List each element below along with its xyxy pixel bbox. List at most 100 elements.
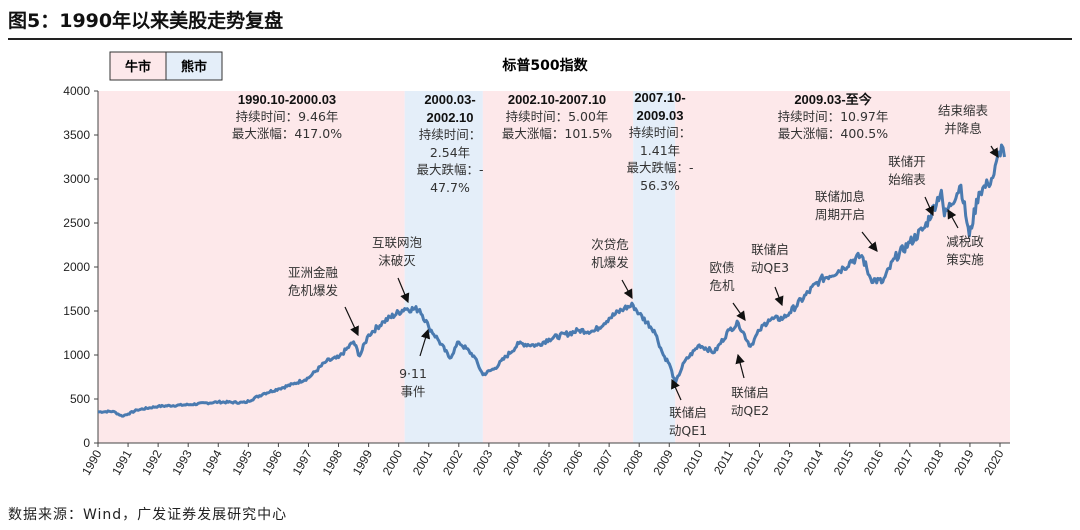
y-tick-label: 3500 [63, 128, 90, 142]
x-tick-label: 2005 [530, 447, 556, 477]
y-tick-label: 4000 [63, 84, 90, 98]
annotation-text: 联储启 [751, 242, 789, 257]
period-band-bear [633, 91, 676, 443]
x-tick-label: 2006 [560, 447, 586, 477]
annotation-text: 始缩表 [888, 172, 926, 187]
x-tick-label: 1990 [79, 447, 105, 477]
annotation-arrow-icon [344, 306, 359, 337]
period-band-bear [404, 91, 483, 443]
period-label-1: 2000.03-2002.10 持续时间：2.54年 最大跌幅：-47.7% [405, 91, 495, 196]
x-tick-label: 2018 [921, 447, 947, 477]
annotation-text: 动QE1 [669, 423, 707, 438]
annotation-text: 联储加息 [815, 189, 865, 204]
x-tick-label: 2004 [500, 447, 526, 477]
legend-bear-label: 熊市 [181, 59, 207, 75]
annotation-text: 减税政 [946, 234, 984, 249]
event-annotation: 9·11 事件 [399, 328, 431, 399]
figure-title: 图5：1990年以来美股走势复盘 [8, 10, 284, 32]
x-tick-label: 2014 [801, 447, 827, 477]
x-tick-label: 2019 [951, 447, 977, 477]
x-tick-label: 2010 [680, 447, 706, 477]
chart-title: 标普500指数 [501, 57, 588, 74]
annotation-text: 机爆发 [591, 255, 629, 270]
period-range: 2002.10-2007.10 [508, 92, 606, 107]
legend-bear-swatch [165, 51, 223, 81]
x-tick-label: 2020 [981, 447, 1007, 477]
period-range: 2009.03-至今 [794, 92, 872, 107]
x-tick-label: 2008 [620, 447, 646, 477]
annotation-text: 联储开 [888, 154, 926, 169]
x-tick-label: 2007 [590, 447, 616, 477]
period-change: 最大涨幅：101.5% [502, 126, 612, 141]
period-band-bull [482, 91, 634, 443]
y-tick-label: 1000 [63, 348, 90, 362]
annotation-text: 结束缩表 [938, 103, 989, 118]
annotation-arrow-icon [947, 208, 959, 229]
x-tick-label: 2003 [470, 447, 496, 477]
y-tick-label: 3000 [63, 172, 90, 186]
x-tick-label: 1998 [320, 447, 346, 477]
period-change: 最大涨幅：417.0% [232, 126, 342, 141]
annotation-text: 策实施 [946, 252, 984, 267]
period-duration: 持续时间：10.97年 [778, 109, 889, 124]
annotation-arrow-icon [774, 286, 784, 307]
annotation-text: 9·11 [399, 366, 427, 381]
annotation-text: 动QE2 [731, 403, 769, 418]
annotation-arrow-icon [397, 277, 410, 304]
legend-bull-label: 牛市 [125, 59, 151, 75]
y-tick-label: 2500 [63, 216, 90, 230]
annotation-text: 周期开启 [815, 207, 865, 222]
x-tick-label: 2013 [771, 447, 797, 477]
x-tick-label: 2011 [711, 447, 736, 477]
x-tick-label: 1993 [169, 447, 195, 477]
y-tick-label: 500 [70, 392, 90, 406]
x-tick-label: 2016 [861, 447, 887, 477]
annotation-arrow-icon [419, 328, 431, 357]
x-tick-label: 2002 [440, 447, 466, 477]
x-tick-label: 1999 [350, 447, 376, 477]
annotation-arrow-icon [924, 196, 934, 217]
period-label-3: 2007.10-2009.03 持续时间：1.41年 最大跌幅：-56.3% [615, 89, 705, 194]
annotation-arrow-icon [621, 279, 633, 300]
y-tick-label: 1500 [63, 304, 90, 318]
period-range: 2007.10-2009.03 [634, 90, 686, 123]
x-tick-label: 1994 [199, 447, 225, 477]
annotation-text: 次贷危 [591, 237, 629, 252]
period-band-bull [98, 91, 405, 443]
period-duration: 持续时间：5.00年 [506, 109, 609, 124]
sp500-line [97, 143, 1006, 418]
x-tick-label: 1996 [260, 447, 286, 477]
annotation-arrow-icon [732, 302, 746, 321]
source-note: 数据来源：Wind，广发证券发展研究中心 [8, 507, 288, 523]
title-divider [8, 38, 1072, 40]
x-tick-label: 1995 [229, 447, 255, 477]
period-range: 2000.03-2002.10 [424, 92, 476, 125]
annotation-text: 联储启 [731, 385, 769, 400]
x-tick-label: 2015 [831, 447, 857, 477]
x-tick-label: 2000 [380, 447, 406, 477]
period-duration: 持续时间：2.54年 [418, 127, 482, 160]
period-change: 最大涨幅：400.5% [778, 126, 888, 141]
annotation-text: 联储启 [669, 405, 707, 420]
x-tick-label: 1997 [290, 447, 316, 477]
annotation-text: 互联网泡 [372, 235, 423, 250]
y-tick-label: 0 [83, 436, 90, 450]
x-tick-label: 1992 [139, 447, 165, 477]
annotation-text: 危机爆发 [288, 283, 339, 298]
period-duration: 持续时间：1.41年 [628, 125, 692, 158]
annotation-text: 欧债 [709, 260, 734, 275]
annotation-arrow-icon [671, 378, 682, 401]
y-tick-label: 2000 [63, 260, 90, 274]
period-change: 最大跌幅：-47.7% [416, 162, 484, 195]
